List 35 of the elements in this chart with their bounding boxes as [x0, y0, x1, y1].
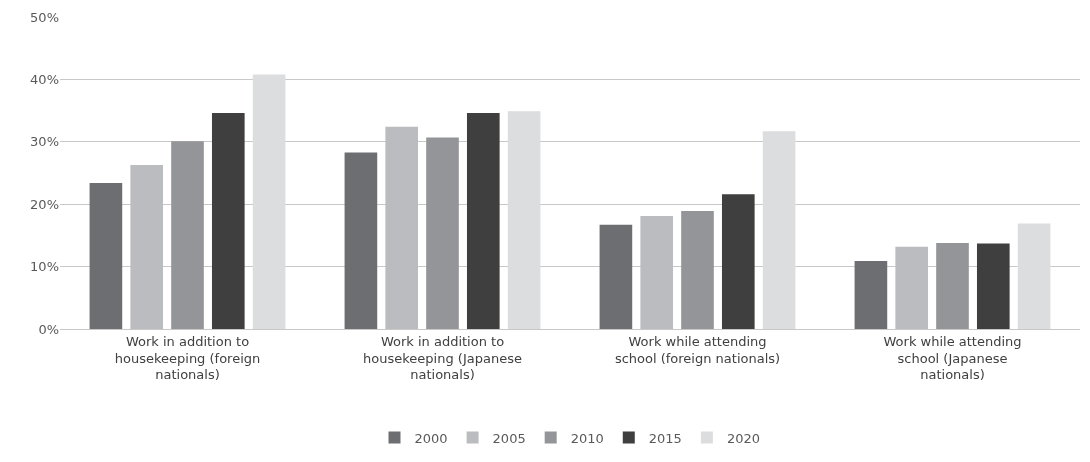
bar: [130, 164, 164, 329]
bar: [640, 216, 674, 329]
x-tick-label: Work while attending school (Japanese nationals): [883, 333, 1022, 383]
bar: [344, 152, 378, 329]
bar: [171, 141, 204, 329]
bar: [762, 131, 796, 329]
legend-label: 2010: [570, 430, 604, 446]
legend-label: 2000: [414, 430, 448, 446]
y-tick-label: 30%: [30, 134, 59, 150]
bar: [89, 182, 123, 329]
y-tick-label: 20%: [30, 196, 59, 212]
bar: [895, 246, 929, 329]
legend-label: 2015: [648, 430, 682, 446]
y-tick-label: 40%: [30, 71, 59, 87]
bar: [599, 224, 633, 329]
bar: [976, 243, 1010, 329]
bar: [721, 194, 755, 329]
bar: [426, 137, 459, 329]
bar: [1017, 223, 1051, 329]
bar: [252, 74, 286, 329]
bar: [681, 211, 714, 329]
y-tick-label: 50%: [30, 9, 59, 25]
y-tick-label: 10%: [30, 259, 59, 275]
x-tick-label: Work while attending school (foreign nationals): [614, 333, 781, 366]
bar: [385, 126, 419, 329]
bar: [466, 113, 500, 329]
bar: [507, 111, 541, 329]
legend-label: 2005: [492, 430, 526, 446]
bar: [936, 242, 969, 329]
x-tick-label: Work in addition to housekeeping (foreign nationals): [114, 333, 261, 383]
bar: [211, 113, 245, 329]
bar: [854, 260, 888, 329]
y-tick-label: 0%: [38, 321, 59, 337]
x-tick-label: Work in addition to housekeeping (Japanese nationals): [363, 333, 522, 383]
legend-label: 2020: [726, 430, 760, 446]
